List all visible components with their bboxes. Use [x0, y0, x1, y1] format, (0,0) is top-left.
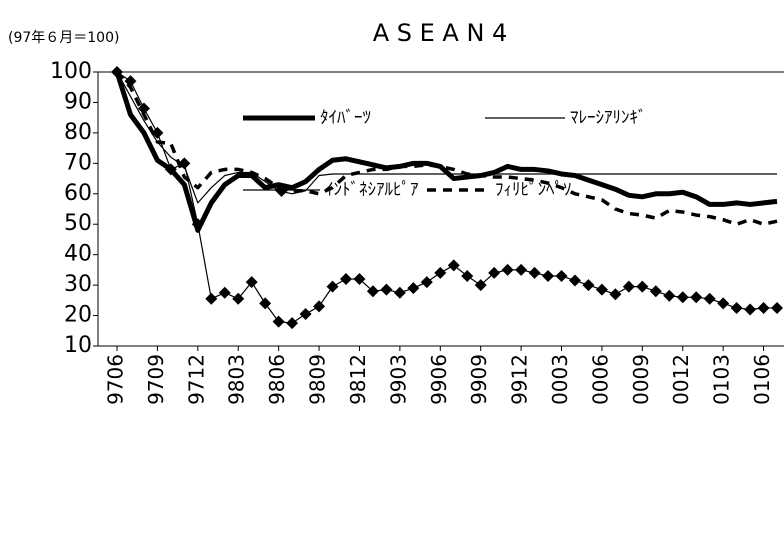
- marker: [501, 263, 514, 276]
- marker: [717, 297, 730, 310]
- marker: [205, 292, 218, 305]
- y-tick-label: 80: [64, 120, 92, 145]
- legend-label: ﾏﾚｰｼｱﾘﾝｷﾞ: [570, 108, 647, 128]
- x-tick-label: 0106: [750, 354, 774, 405]
- series-line: [115, 70, 778, 226]
- marker: [461, 269, 474, 282]
- marker: [488, 266, 501, 279]
- x-tick-label: 9712: [184, 354, 208, 405]
- marker: [636, 280, 649, 293]
- marker: [595, 283, 608, 296]
- marker: [609, 288, 622, 301]
- plot-frame: [97, 71, 784, 347]
- x-tick-label: 9706: [104, 354, 128, 405]
- marker: [649, 285, 662, 298]
- marker: [515, 263, 528, 276]
- y-tick-label: 60: [64, 181, 92, 206]
- marker: [582, 279, 595, 292]
- marker: [286, 317, 299, 330]
- marker: [191, 218, 204, 231]
- x-tick-label: 9912: [508, 354, 532, 405]
- marker: [232, 292, 245, 305]
- marker: [434, 266, 447, 279]
- chart-title: A S E A N 4: [373, 19, 508, 47]
- legend-label: ﾌｨﾘﾋﾟﾝﾍﾟｿ: [495, 180, 572, 200]
- x-tick-label: 0006: [588, 354, 612, 405]
- x-tick-label: 9803: [225, 354, 249, 405]
- x-tick-label: 9909: [467, 354, 491, 405]
- marker: [380, 283, 393, 296]
- marker: [528, 266, 541, 279]
- marker: [663, 289, 676, 302]
- x-tick-label: 9806: [265, 354, 289, 405]
- chart-subtitle: (97年６月＝100): [8, 30, 119, 46]
- x-tick-label: 9809: [306, 354, 330, 405]
- y-tick-label: 30: [64, 272, 92, 297]
- series-line: [116, 71, 778, 204]
- marker: [339, 273, 352, 286]
- marker: [420, 276, 433, 289]
- x-tick-label: 0003: [548, 354, 572, 405]
- marker: [555, 269, 568, 282]
- marker: [568, 274, 581, 287]
- marker: [353, 273, 366, 286]
- marker: [771, 301, 784, 314]
- y-tick-label: 70: [64, 150, 92, 175]
- marker: [676, 291, 689, 304]
- y-tick-label: 50: [64, 211, 92, 236]
- x-tick-label: 0103: [710, 354, 734, 405]
- x-tick-label: 0012: [669, 354, 693, 405]
- x-tick-label: 0009: [629, 354, 653, 405]
- legend-label: ｲﾝﾄﾞﾈｼｱﾙﾋﾟｱ: [325, 180, 419, 200]
- marker: [299, 308, 312, 321]
- marker: [137, 102, 150, 115]
- marker: [703, 292, 716, 305]
- marker: [366, 285, 379, 298]
- y-tick-label: 90: [64, 89, 92, 114]
- marker: [757, 301, 770, 314]
- y-tick-label: 20: [64, 303, 92, 328]
- x-tick-label: 9903: [386, 354, 410, 405]
- marker: [690, 291, 703, 304]
- marker: [151, 126, 164, 139]
- series-line: [114, 71, 778, 233]
- y-tick-label: 40: [64, 242, 92, 267]
- x-tick-label: 9812: [346, 354, 370, 405]
- y-tick-label: 10: [64, 333, 92, 358]
- marker: [245, 276, 258, 289]
- marker: [393, 286, 406, 299]
- legend-label: ﾀｲﾊﾞｰﾂ: [320, 108, 371, 128]
- x-tick-label: 9709: [144, 354, 168, 405]
- y-tick-label: 100: [50, 59, 92, 84]
- marker: [474, 279, 487, 292]
- marker: [447, 259, 460, 272]
- marker: [730, 301, 743, 314]
- marker: [622, 280, 635, 293]
- marker: [272, 315, 285, 328]
- legend-marker: [274, 183, 289, 197]
- marker: [407, 282, 420, 295]
- marker: [259, 297, 272, 310]
- marker: [326, 280, 339, 293]
- marker: [744, 303, 757, 316]
- x-tick-label: 9906: [427, 354, 451, 405]
- marker: [313, 300, 326, 313]
- marker: [164, 163, 177, 176]
- marker: [218, 286, 231, 299]
- marker: [542, 269, 555, 282]
